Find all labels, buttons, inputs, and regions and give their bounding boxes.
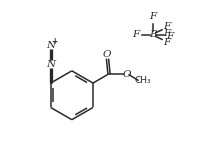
Text: F: F <box>166 32 173 41</box>
Text: N: N <box>46 41 55 50</box>
Text: +: + <box>51 37 57 46</box>
Text: O: O <box>102 50 111 59</box>
Text: B: B <box>149 30 157 39</box>
Text: CH₃: CH₃ <box>135 76 151 85</box>
Text: F: F <box>149 12 157 21</box>
Text: F: F <box>132 30 139 39</box>
Text: F: F <box>163 22 170 31</box>
Text: F: F <box>163 29 170 38</box>
Text: O: O <box>122 70 131 79</box>
Text: N: N <box>46 60 55 69</box>
Text: F: F <box>163 38 170 47</box>
